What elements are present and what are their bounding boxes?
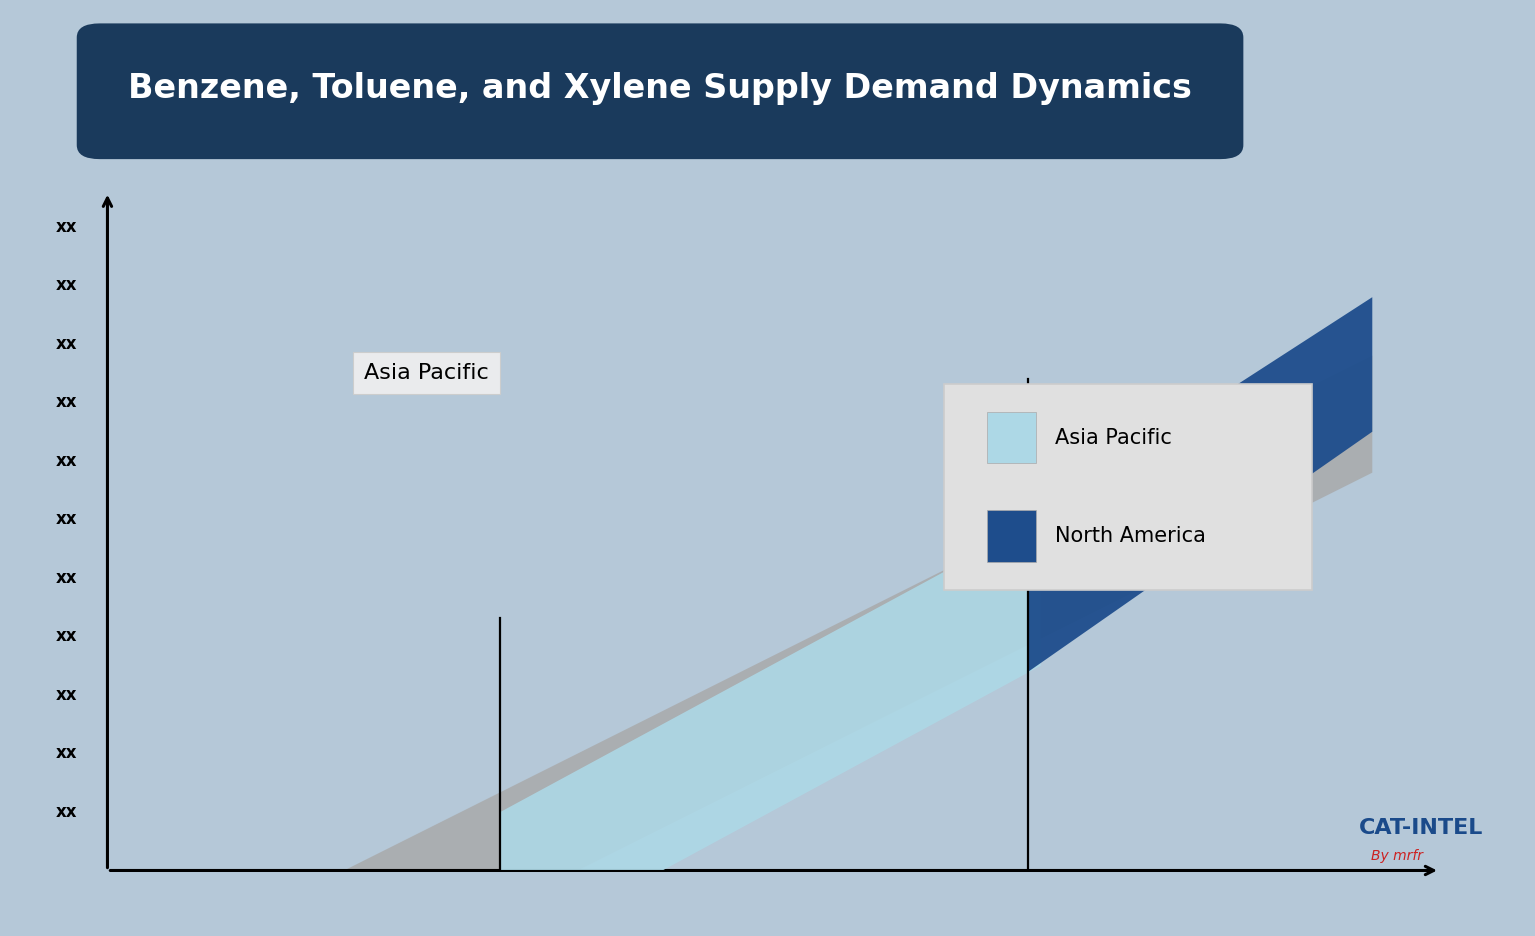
Polygon shape xyxy=(1028,297,1372,672)
Text: xx: xx xyxy=(55,686,77,704)
Text: xx: xx xyxy=(55,393,77,412)
Text: North America: North America xyxy=(1070,404,1233,424)
Text: xx: xx xyxy=(55,803,77,821)
Text: xx: xx xyxy=(55,569,77,587)
Text: xx: xx xyxy=(55,744,77,763)
Polygon shape xyxy=(500,519,1041,936)
Text: xx: xx xyxy=(55,218,77,236)
Text: Benzene, Toluene, and Xylene Supply Demand Dynamics: Benzene, Toluene, and Xylene Supply Dema… xyxy=(127,72,1193,106)
Text: xx: xx xyxy=(55,335,77,353)
Text: xx: xx xyxy=(55,276,77,295)
Text: By mrfr: By mrfr xyxy=(1371,850,1423,863)
Text: Asia Pacific: Asia Pacific xyxy=(364,363,490,383)
Polygon shape xyxy=(169,356,1372,936)
Text: xx: xx xyxy=(55,510,77,529)
Text: Asia Pacific: Asia Pacific xyxy=(1055,428,1171,447)
Text: North America: North America xyxy=(1055,526,1205,546)
Text: xx: xx xyxy=(55,452,77,470)
Text: xx: xx xyxy=(55,627,77,646)
Text: CAT-INTEL: CAT-INTEL xyxy=(1358,818,1483,839)
